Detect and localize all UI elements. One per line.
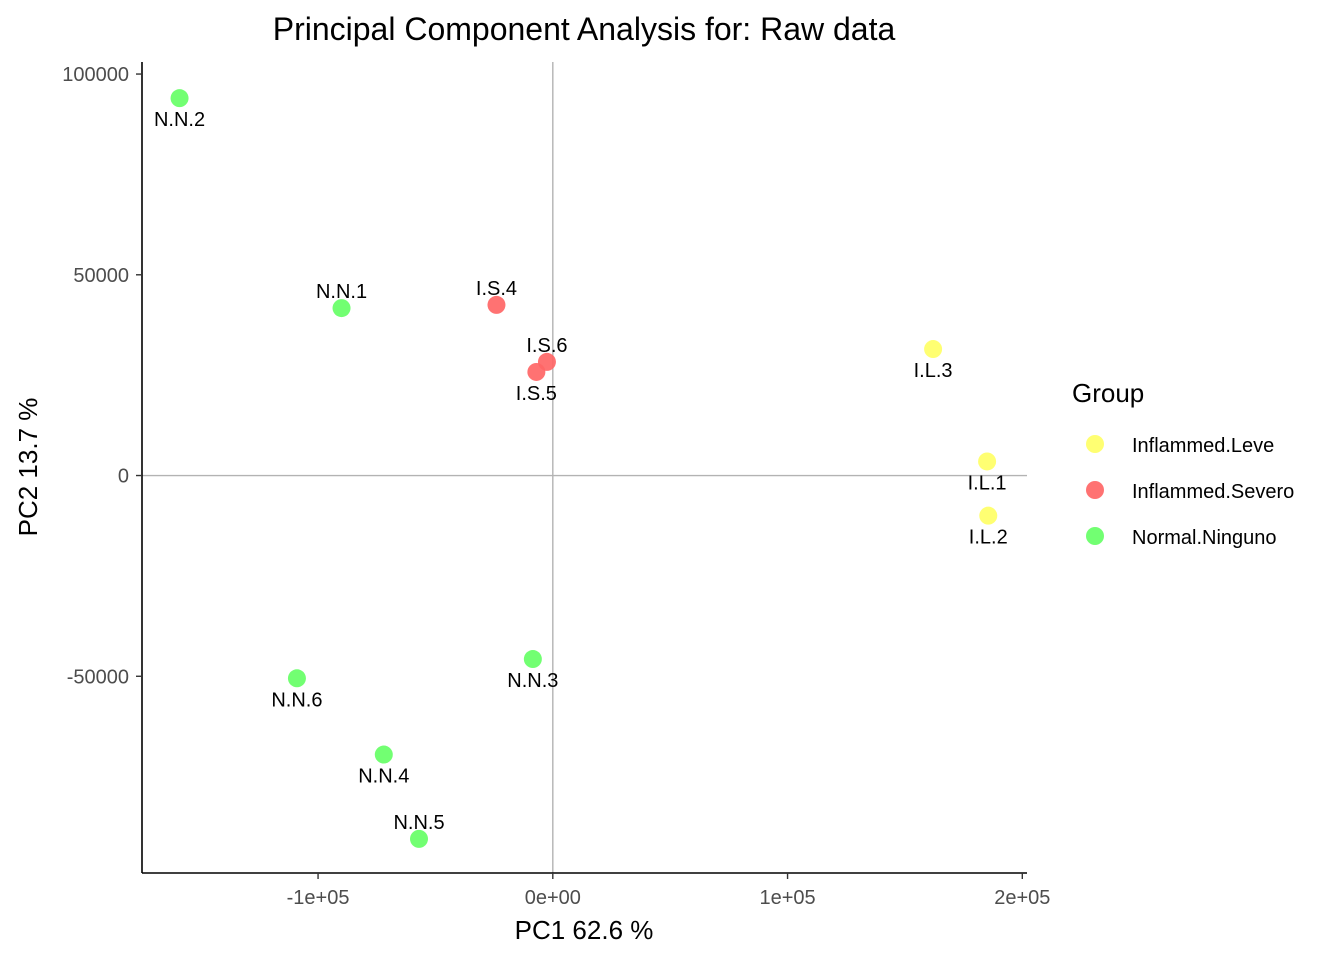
- y-tick-label: 0: [118, 466, 129, 488]
- data-point-i-s-4: [487, 295, 506, 314]
- x-tick-label: -1e+05: [287, 887, 350, 909]
- data-point-i-s-5: [527, 362, 546, 381]
- data-point-n-n-2: [170, 89, 189, 108]
- y-tick-label: 100000: [62, 64, 129, 86]
- legend-key-inflammed-severo: [1086, 481, 1104, 499]
- point-label: I.L.1: [968, 472, 1007, 494]
- y-tick-label: 50000: [73, 265, 129, 287]
- y-axis-title: PC2 13.7 %: [13, 398, 43, 537]
- point-label: I.L.3: [914, 360, 953, 382]
- data-point-n-n-1: [332, 299, 351, 318]
- data-point-i-l-3: [924, 340, 943, 359]
- legend-key-normal-ninguno: [1086, 527, 1104, 545]
- x-tick-label: 0e+00: [525, 887, 581, 909]
- y-tick-label: -50000: [67, 666, 129, 688]
- chart-title: Principal Component Analysis for: Raw da…: [273, 11, 896, 47]
- point-label: I.S.5: [516, 383, 557, 405]
- legend-title: Group: [1072, 378, 1144, 408]
- plot-area: -1e+05 0e+00 1e+05 2e+05 -50000 0 50000 100000 N…: [62, 62, 1050, 909]
- legend-key-inflammed-leve: [1086, 435, 1104, 453]
- point-label: N.N.4: [358, 766, 409, 788]
- data-point-i-l-2: [979, 506, 998, 525]
- point-label: N.N.6: [271, 689, 322, 711]
- legend-label: Normal.Ninguno: [1132, 527, 1277, 549]
- data-point-n-n-4: [374, 745, 393, 764]
- data-point-i-l-1: [978, 452, 997, 471]
- x-tick-label: 2e+05: [994, 887, 1050, 909]
- x-tick-label: 1e+05: [759, 887, 815, 909]
- point-label: I.S.6: [526, 335, 567, 357]
- point-label: I.S.4: [476, 278, 517, 300]
- data-point-n-n-5: [410, 829, 429, 848]
- point-label: N.N.5: [393, 812, 444, 834]
- point-label: N.N.3: [507, 670, 558, 692]
- point-label: N.N.2: [154, 109, 205, 131]
- data-point-n-n-6: [287, 669, 306, 688]
- x-axis-title: PC1 62.6 %: [515, 915, 654, 945]
- data-point-n-n-3: [523, 650, 542, 669]
- point-label: N.N.1: [316, 281, 367, 303]
- legend: Group Inflammed.Leve Inflammed.Severo Norm…: [1072, 378, 1294, 549]
- legend-label: Inflammed.Leve: [1132, 435, 1274, 457]
- point-label: I.L.2: [969, 527, 1008, 549]
- legend-label: Inflammed.Severo: [1132, 481, 1294, 503]
